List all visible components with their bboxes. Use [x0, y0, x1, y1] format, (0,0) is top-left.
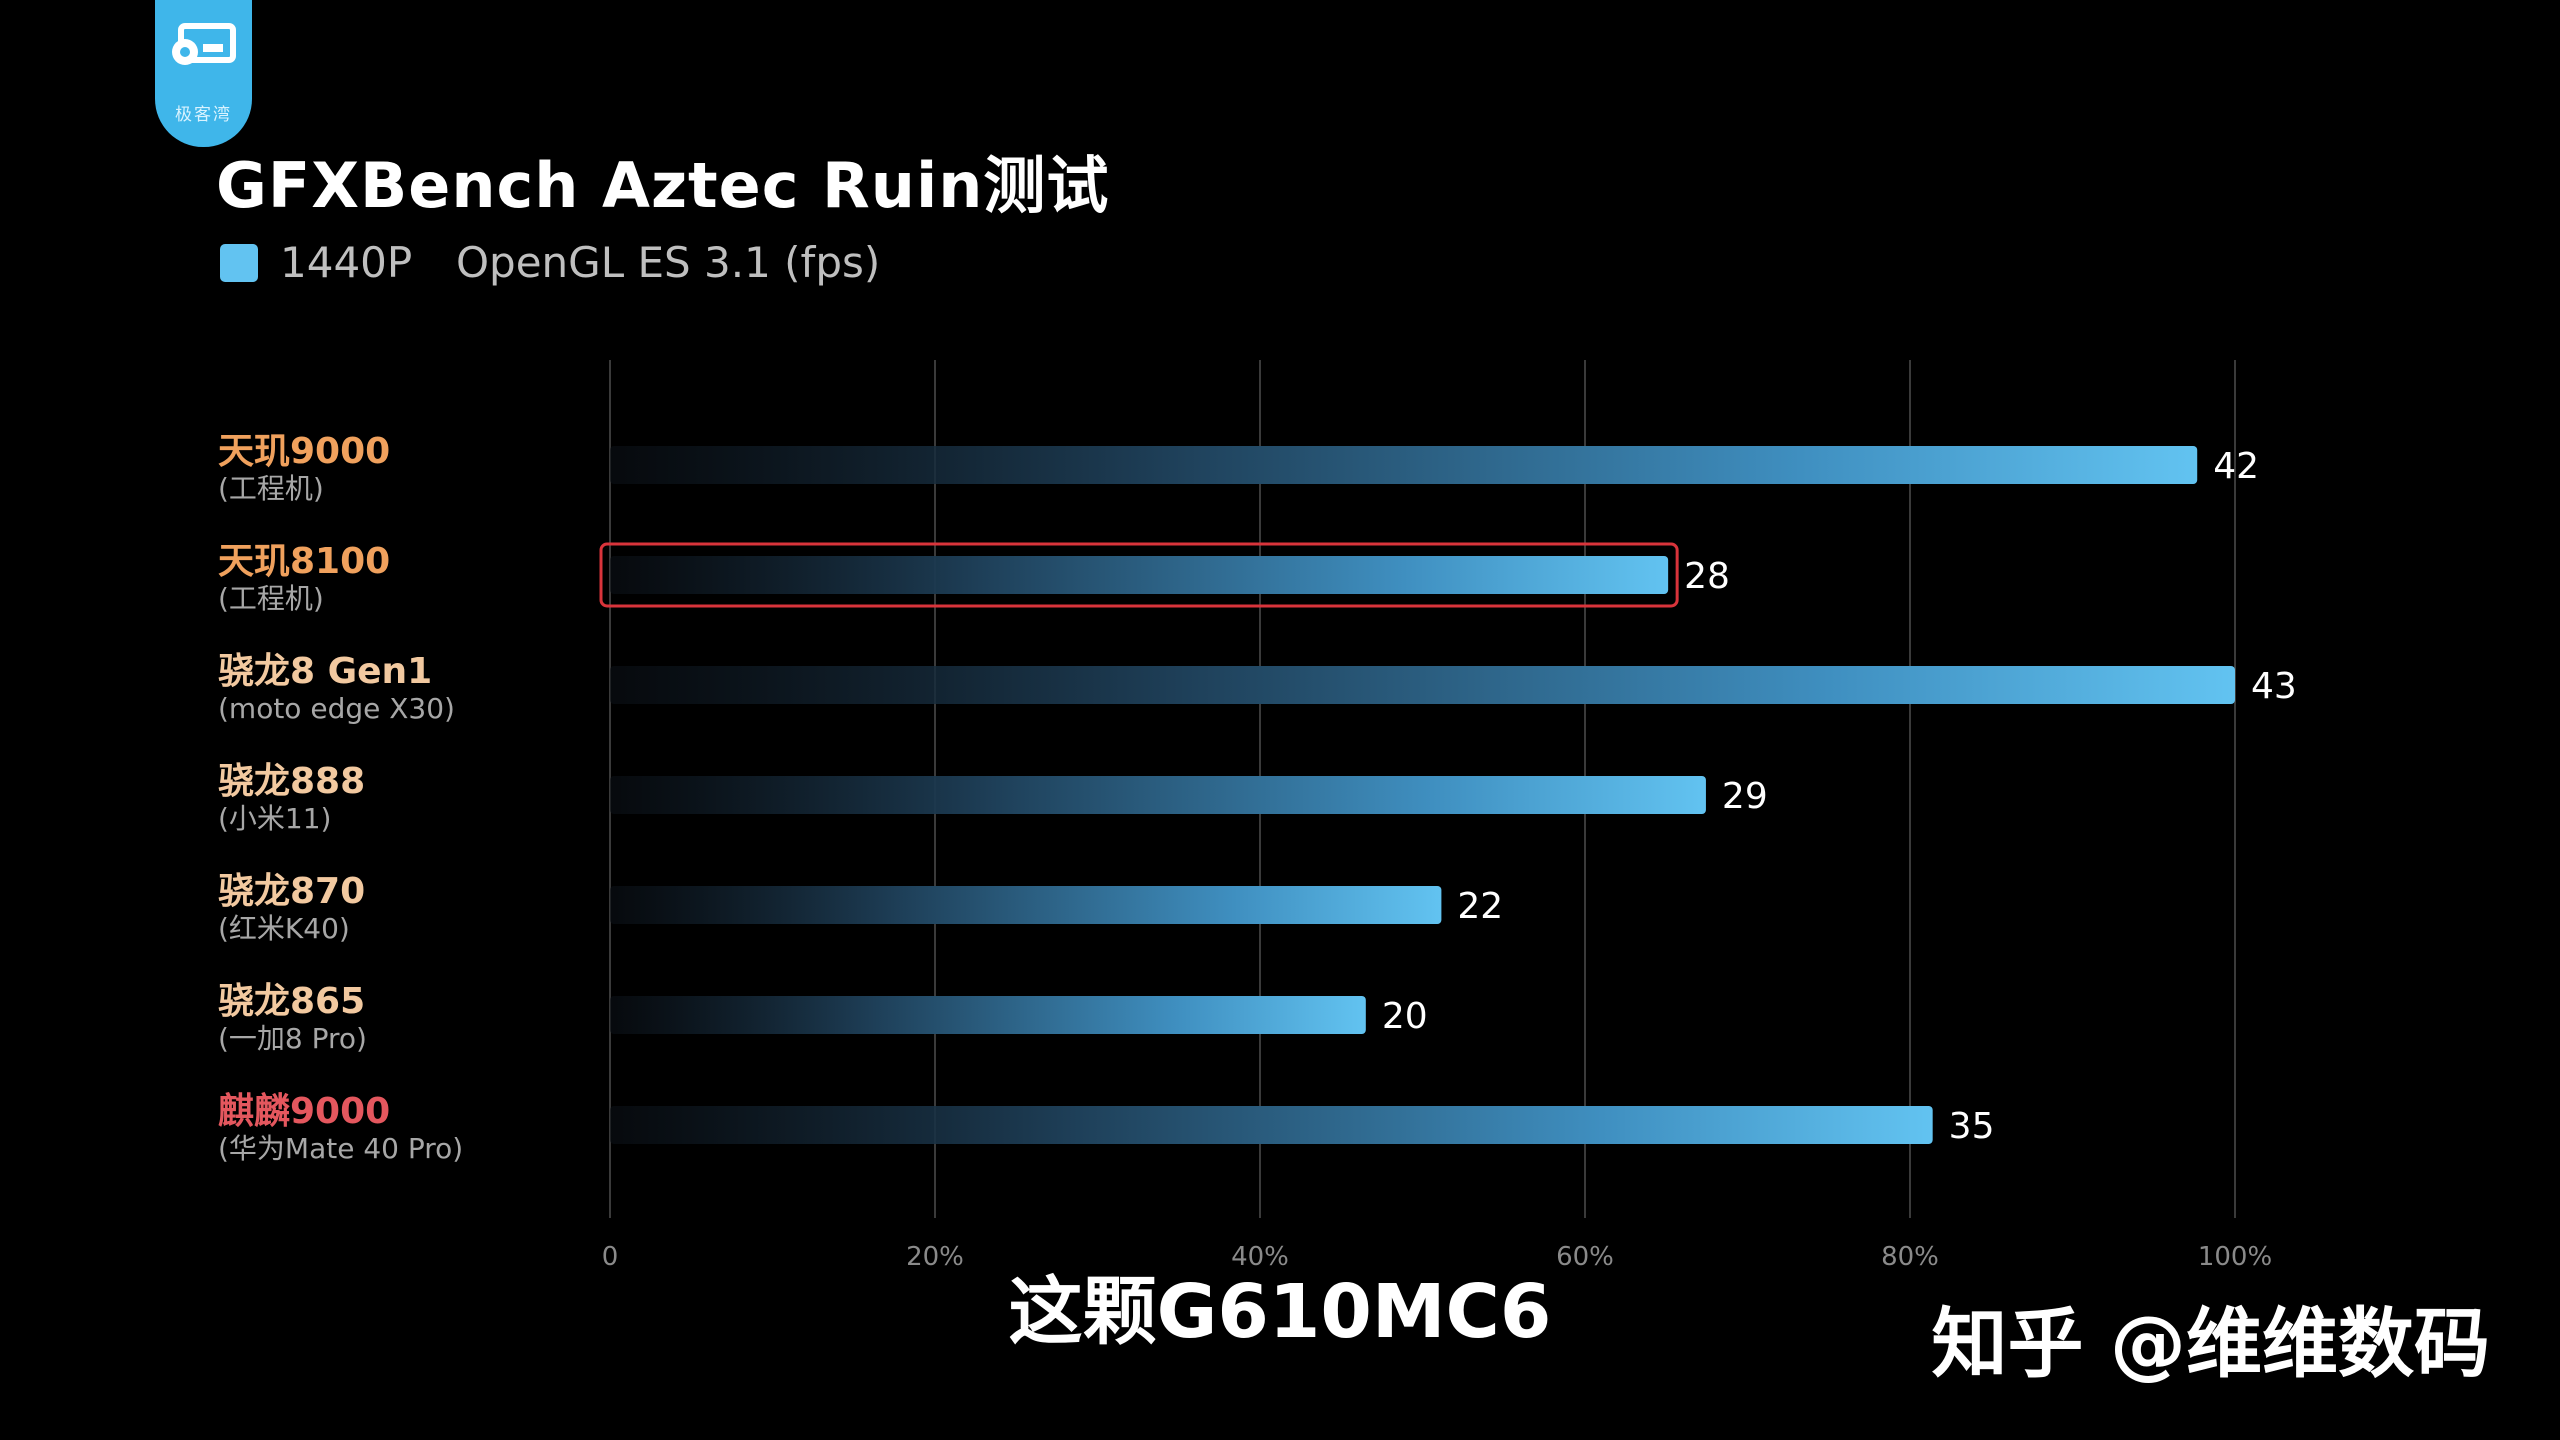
bar — [610, 556, 1669, 594]
category-subtitle: (华为Mate 40 Pro) — [218, 1132, 463, 1165]
bar — [610, 996, 1366, 1034]
bar — [610, 776, 1706, 814]
bar — [610, 1106, 1933, 1144]
category-subtitle: (一加8 Pro) — [218, 1022, 367, 1055]
highlight-box — [599, 542, 1679, 608]
category-name: 骁龙870 — [218, 871, 365, 912]
chart-title: GFXBench Aztec Ruin测试 — [216, 149, 1110, 222]
gear-icon — [172, 23, 236, 65]
category-subtitle: (moto edge X30) — [218, 692, 455, 725]
bar — [610, 666, 2235, 704]
data-label: 35 — [1949, 1106, 1995, 1147]
legend-resolution: 1440P — [280, 238, 413, 287]
x-tick-label: 40% — [1231, 1242, 1289, 1272]
logo-text: 极客湾 — [175, 105, 232, 125]
data-label: 28 — [1684, 556, 1730, 597]
category-name: 骁龙888 — [218, 761, 365, 802]
subtitle-caption: 这颗G610MC6 — [1008, 1269, 1552, 1355]
category-subtitle: (工程机) — [218, 582, 324, 615]
data-label: 42 — [2213, 446, 2259, 487]
x-tick-label: 80% — [1881, 1242, 1939, 1272]
category-subtitle: (小米11) — [218, 802, 331, 835]
x-tick-label: 0 — [602, 1242, 619, 1272]
category-subtitle: (红米K40) — [218, 912, 350, 945]
category-subtitle: (工程机) — [218, 472, 324, 505]
category-name: 天玑8100 — [218, 541, 390, 582]
data-label: 43 — [2251, 666, 2297, 707]
bar — [610, 446, 2198, 484]
data-label: 22 — [1457, 886, 1503, 927]
bar — [610, 886, 1442, 924]
x-tick-label: 20% — [906, 1242, 964, 1272]
category-labels: 天玑9000(工程机)天玑8100(工程机)骁龙8 Gen1(moto edge… — [218, 431, 463, 1165]
legend-swatch — [220, 244, 258, 282]
watermark: 知乎 @维维数码 — [1931, 1299, 2490, 1388]
x-axis-ticks: 0 20% 40% 60% 80% 100% — [602, 1242, 2272, 1272]
legend-api: OpenGL ES 3.1 (fps) — [456, 238, 881, 287]
category-name: 天玑9000 — [218, 431, 390, 472]
category-name: 骁龙8 Gen1 — [218, 651, 432, 692]
data-label: 20 — [1382, 996, 1428, 1037]
category-name: 麒麟9000 — [218, 1091, 390, 1132]
category-name: 骁龙865 — [218, 981, 365, 1022]
x-tick-label: 60% — [1556, 1242, 1614, 1272]
logo-badge: 极客湾 — [155, 0, 252, 147]
x-tick-label: 100% — [2198, 1242, 2272, 1272]
bars: 42 28 43 29 22 20 35 — [599, 446, 2297, 1147]
data-label: 29 — [1722, 776, 1768, 817]
